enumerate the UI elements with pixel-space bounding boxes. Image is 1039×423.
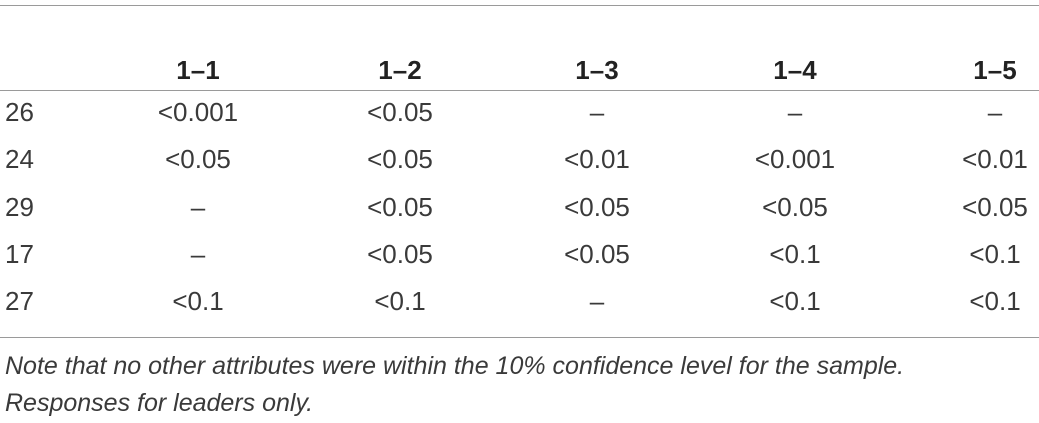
table-cell: <0.05	[367, 97, 433, 127]
table-cell: –	[787, 97, 803, 127]
table-cell: <0.1	[769, 286, 821, 317]
table-cell: <0.05	[367, 238, 433, 269]
table-cell: <0.05	[564, 238, 630, 269]
table-cell: –	[589, 97, 605, 127]
header-rule	[0, 90, 1039, 91]
table-cell: <0.1	[172, 286, 224, 317]
table-cell: <0.05	[564, 191, 630, 222]
row-label: 17	[5, 238, 34, 269]
table-cell: <0.01	[564, 144, 630, 175]
table-cell: <0.1	[969, 238, 1021, 269]
table-cell: <0.05	[367, 191, 433, 222]
bottom-rule	[0, 337, 1039, 338]
table-cell: <0.05	[165, 144, 231, 175]
table-cell: <0.05	[962, 191, 1028, 222]
table-cell: <0.01	[962, 144, 1028, 175]
column-header: 1–1	[176, 55, 220, 85]
column-header: 1–5	[973, 55, 1017, 85]
row-label: 26	[5, 97, 34, 127]
table-cell: –	[190, 238, 206, 269]
table-cell: <0.001	[754, 144, 836, 175]
column-header: 1–3	[575, 55, 619, 85]
table-cell: –	[190, 191, 206, 222]
table-cell: –	[987, 97, 1003, 127]
table-cell: <0.05	[367, 144, 433, 175]
row-label: 24	[5, 144, 34, 175]
table-cell: <0.05	[762, 191, 828, 222]
table-cell: <0.1	[969, 286, 1021, 317]
top-rule	[0, 5, 1039, 6]
column-header: 1–4	[773, 55, 817, 85]
table-cell: <0.1	[374, 286, 426, 317]
row-label: 29	[5, 191, 34, 222]
column-header: 1–2	[378, 55, 422, 85]
table-cell: <0.1	[769, 238, 821, 269]
row-label: 27	[5, 286, 34, 317]
table-cell: <0.001	[157, 97, 239, 127]
table-note: Note that no other attributes were withi…	[5, 352, 905, 380]
table-cell: –	[589, 286, 605, 317]
table-note: Responses for leaders only.	[5, 389, 314, 417]
